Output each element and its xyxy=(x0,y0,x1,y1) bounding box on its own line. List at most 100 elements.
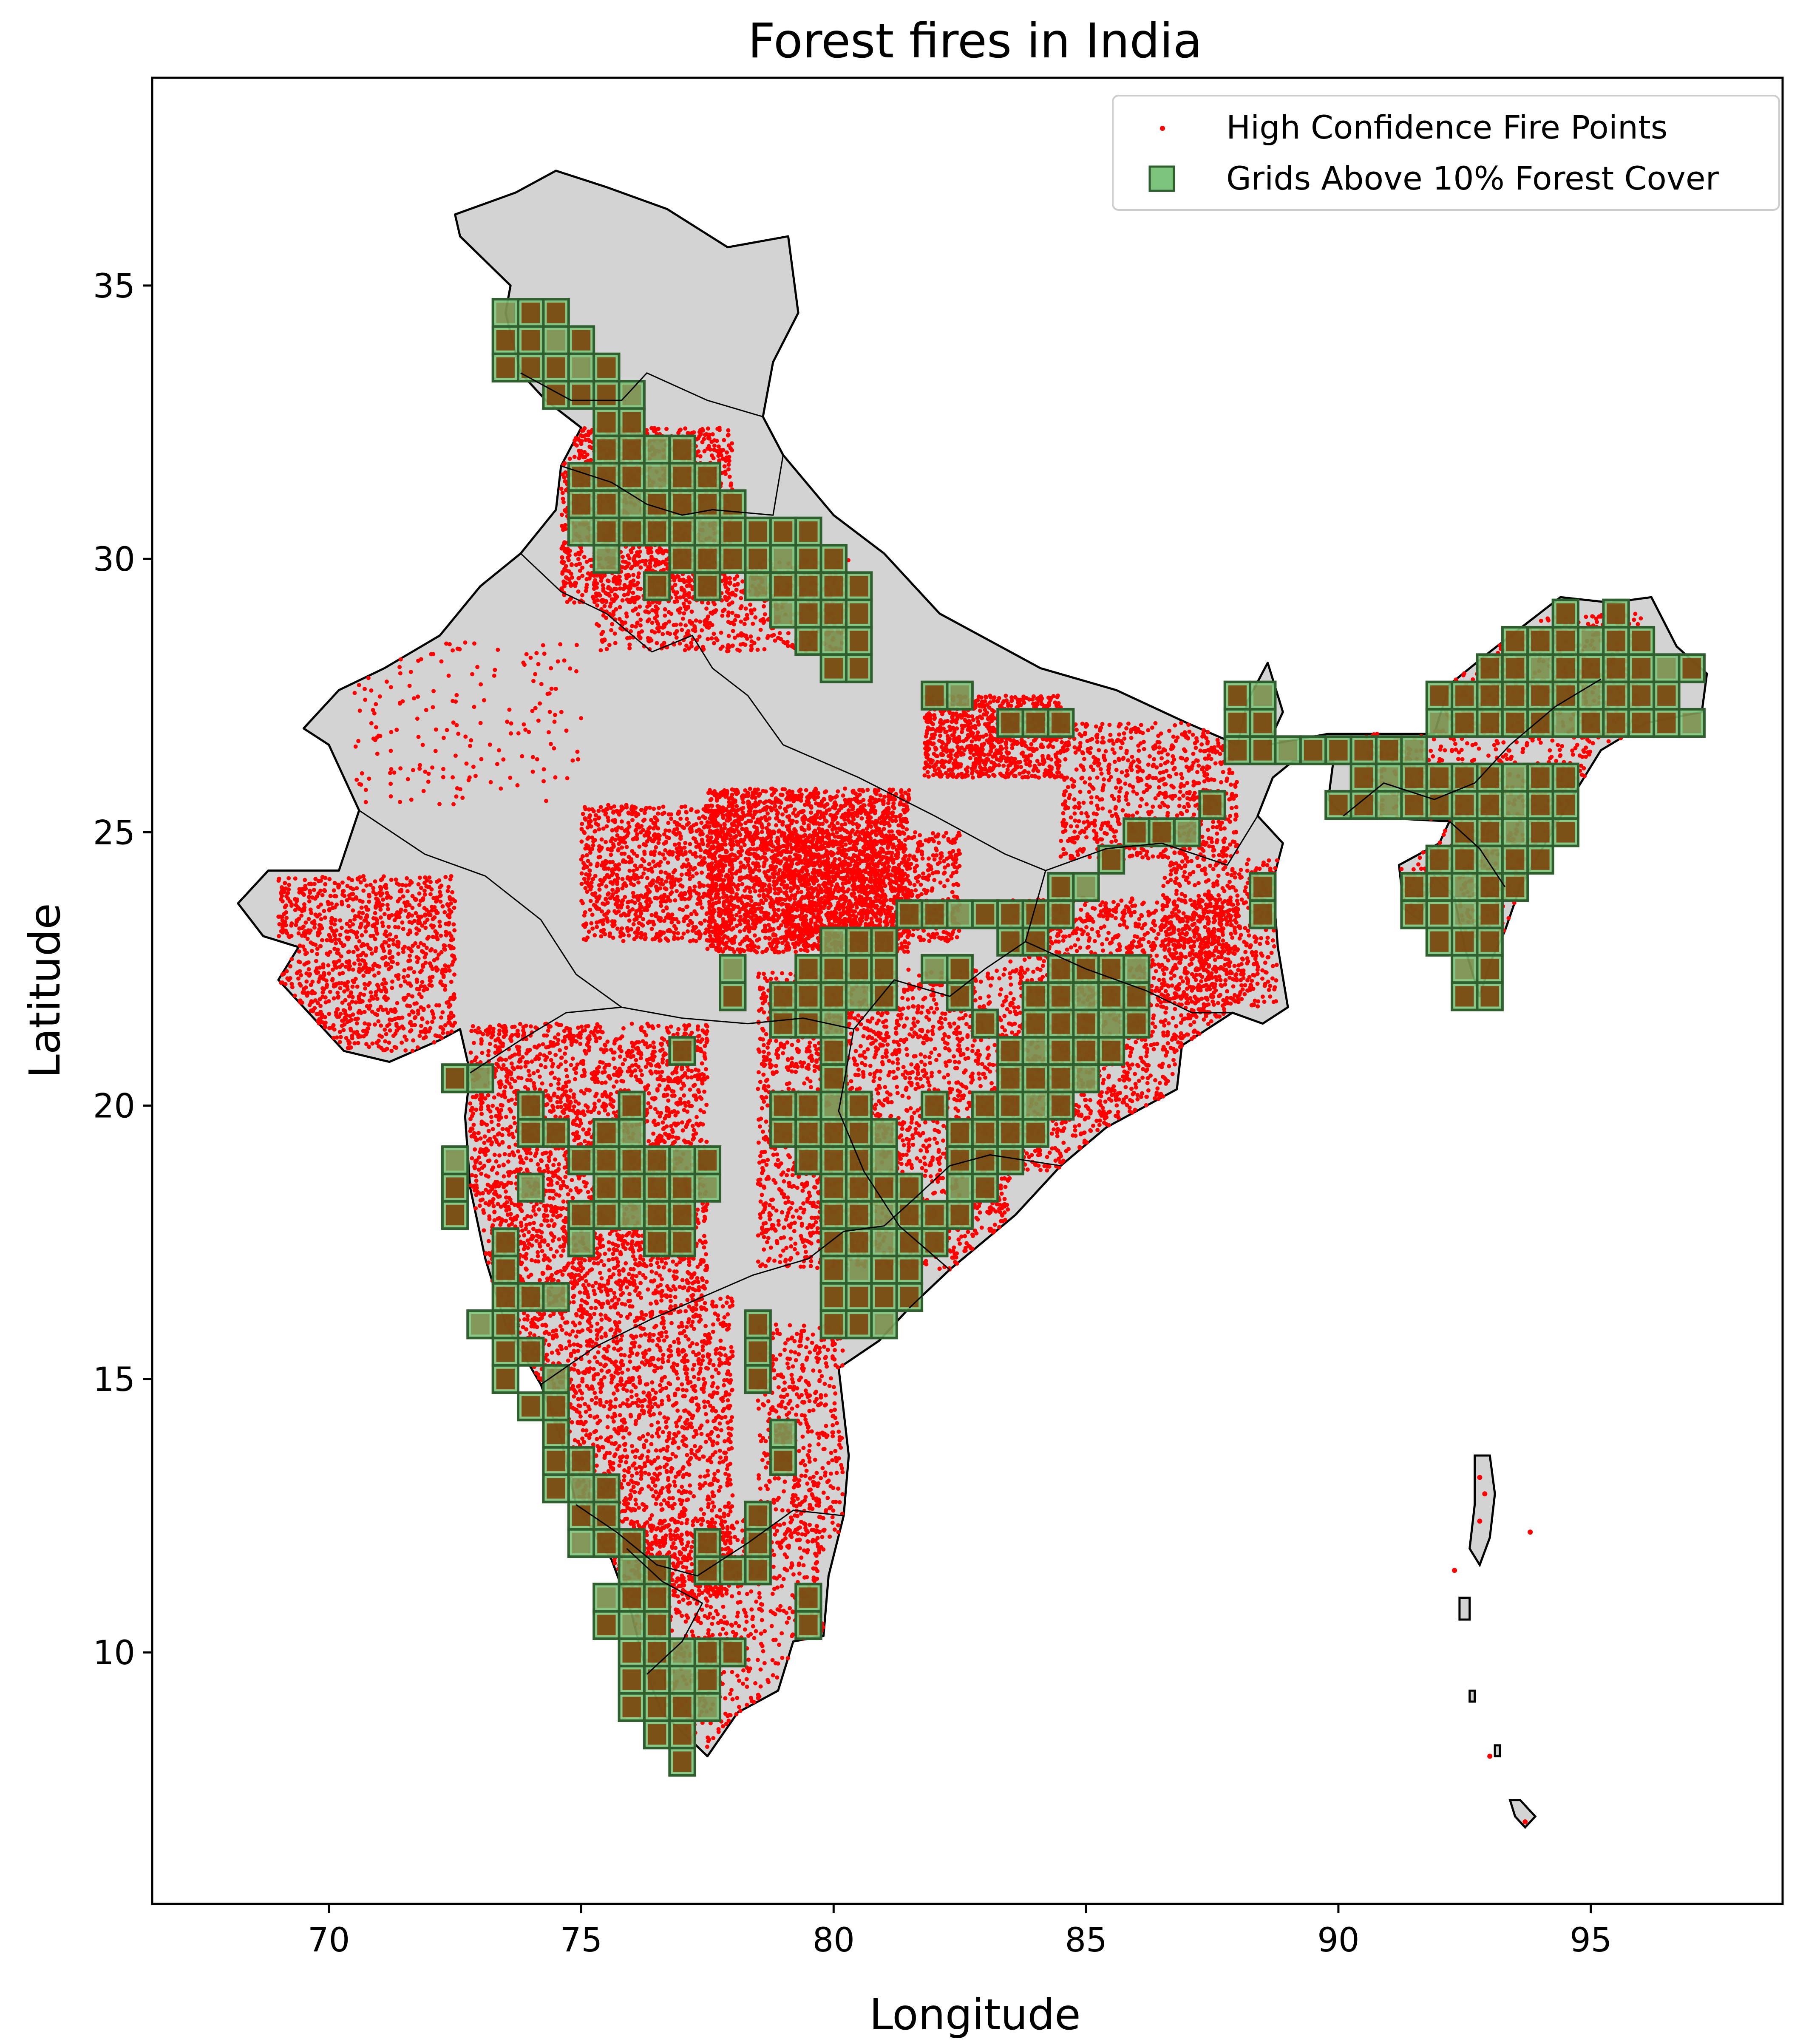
fire-point xyxy=(599,632,604,636)
fire-point xyxy=(736,842,740,847)
fire-point xyxy=(984,694,988,699)
fire-point xyxy=(993,754,998,759)
fire-point xyxy=(748,907,753,912)
fire-point xyxy=(1052,775,1057,780)
fire-point xyxy=(949,772,953,776)
fire-point xyxy=(601,583,605,587)
fire-point xyxy=(564,564,568,569)
fire-point xyxy=(584,589,588,593)
fire-point xyxy=(938,769,942,774)
fire-point xyxy=(689,640,694,645)
fire-point xyxy=(638,586,643,591)
fire-point xyxy=(837,808,842,813)
fire-point xyxy=(644,609,649,614)
fire-point xyxy=(663,607,667,612)
fire-point xyxy=(587,431,592,436)
fire-point xyxy=(1005,751,1010,756)
fire-point xyxy=(608,586,612,591)
fire-point xyxy=(739,596,743,600)
fire-point xyxy=(578,561,582,566)
fire-point xyxy=(672,623,676,627)
fire-point xyxy=(714,798,719,803)
fire-point xyxy=(989,695,993,700)
fire-point xyxy=(774,816,778,821)
fire-point xyxy=(607,643,612,647)
fire-point xyxy=(709,636,714,641)
fire-point xyxy=(760,855,765,860)
fire-point xyxy=(945,734,950,739)
fire-point xyxy=(592,600,597,604)
fire-point xyxy=(723,842,728,847)
fire-point xyxy=(561,579,566,584)
fire-point xyxy=(752,909,757,914)
fire-point xyxy=(617,581,622,585)
fire-point xyxy=(740,882,745,886)
fire-point xyxy=(662,623,666,627)
fire-point xyxy=(593,578,598,583)
fire-point xyxy=(787,814,791,818)
fire-point xyxy=(630,596,635,600)
fire-point xyxy=(977,771,982,776)
fire-point xyxy=(629,566,633,571)
fire-point xyxy=(955,740,959,745)
fire-point xyxy=(746,859,750,864)
fire-point xyxy=(582,555,587,559)
fire-point xyxy=(1032,738,1036,743)
fire-point xyxy=(933,716,937,720)
fire-point xyxy=(980,742,984,747)
fire-point xyxy=(805,795,810,800)
fire-point xyxy=(992,761,996,765)
fire-point xyxy=(645,619,650,623)
fire-point xyxy=(955,726,959,731)
fire-point xyxy=(582,450,587,454)
fire-point xyxy=(628,580,633,585)
fire-point xyxy=(672,576,677,581)
fire-point xyxy=(980,704,984,709)
fire-point xyxy=(601,613,606,618)
fire-point xyxy=(1008,761,1013,765)
fire-point xyxy=(745,616,750,620)
fire-point xyxy=(940,740,944,745)
fire-point xyxy=(706,444,711,448)
fire-point xyxy=(786,631,791,635)
fire-point xyxy=(766,869,771,873)
fire-point xyxy=(956,748,961,753)
fire-point xyxy=(896,830,900,834)
fire-point xyxy=(649,546,653,550)
fire-point xyxy=(623,566,628,570)
fire-point xyxy=(947,760,951,764)
fire-point xyxy=(732,583,737,587)
fire-point xyxy=(823,853,827,858)
fire-point xyxy=(722,607,727,612)
fire-point xyxy=(686,629,691,634)
fire-point xyxy=(638,623,643,628)
fire-point xyxy=(827,807,832,812)
fire-point xyxy=(706,844,710,848)
fire-point xyxy=(584,585,589,590)
fire-point xyxy=(950,748,955,753)
fire-point xyxy=(947,767,952,772)
fire-point xyxy=(958,764,963,769)
fire-point xyxy=(786,643,790,648)
fire-point xyxy=(636,571,641,576)
fire-point xyxy=(1033,774,1038,779)
fire-point xyxy=(705,946,710,951)
fire-point xyxy=(598,575,603,580)
fire-point xyxy=(1011,768,1015,773)
fire-point xyxy=(1019,751,1024,756)
fire-point xyxy=(771,933,776,937)
fire-point xyxy=(707,432,712,437)
fire-point xyxy=(635,552,640,556)
fire-point xyxy=(706,426,710,431)
fire-point xyxy=(865,787,870,792)
fire-point xyxy=(752,607,757,612)
fire-point xyxy=(725,450,729,455)
fire-point xyxy=(620,598,625,603)
fire-point xyxy=(1001,763,1006,768)
fire-point xyxy=(933,762,938,767)
fire-point xyxy=(988,733,993,738)
fire-point xyxy=(743,865,747,870)
fire-point xyxy=(657,600,661,605)
fire-point xyxy=(988,700,992,705)
fire-point xyxy=(711,456,716,461)
